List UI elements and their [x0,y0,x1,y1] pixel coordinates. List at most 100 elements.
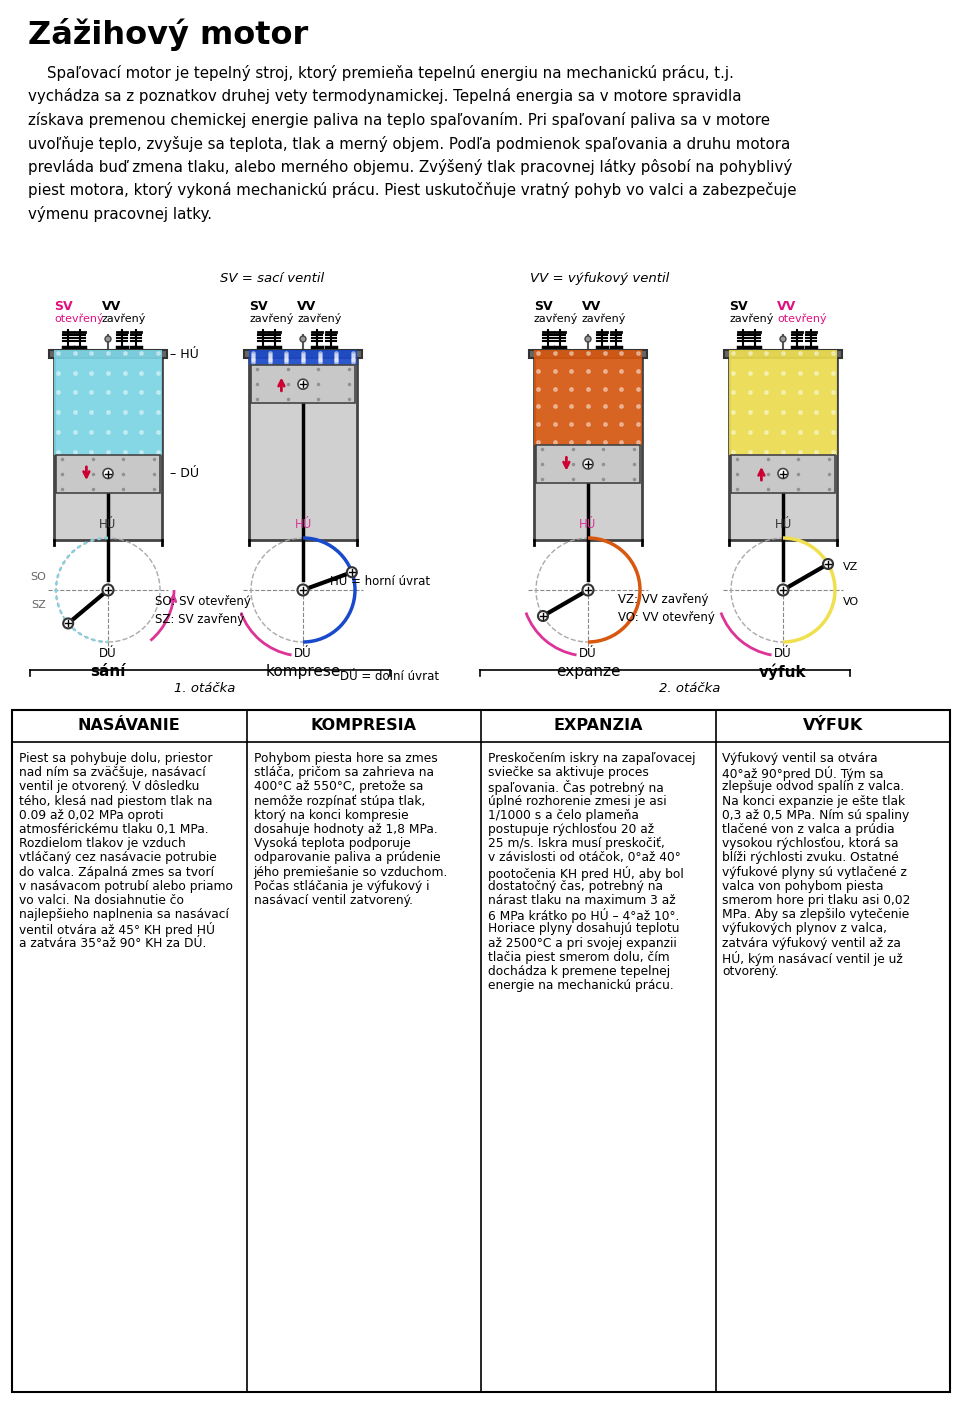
Text: SO: SV otevřený
SZ: SV zavřený: SO: SV otevřený SZ: SV zavřený [155,595,251,626]
Text: tého, klesá nad piestom tlak na: tého, klesá nad piestom tlak na [19,794,212,807]
Text: v nasávacom potrubí alebo priamo: v nasávacom potrubí alebo priamo [19,880,233,892]
Text: atmosférickému tlaku 0,1 MPa.: atmosférickému tlaku 0,1 MPa. [19,822,208,836]
Text: vysokou rýchlosťou, ktorá sa: vysokou rýchlosťou, ktorá sa [723,838,899,850]
Text: Horiace plyny dosahujú teplotu: Horiace plyny dosahujú teplotu [488,922,680,936]
Text: najlepšieho naplnenia sa nasávací: najlepšieho naplnenia sa nasávací [19,908,228,922]
Text: HÚ: HÚ [100,518,116,531]
Text: 1. otáčka: 1. otáčka [175,682,236,695]
Text: DÚ: DÚ [579,647,597,660]
Bar [251,366,355,403]
Bar [534,350,642,539]
Text: vo valci. Na dosiahnutie čo: vo valci. Na dosiahnutie čo [19,894,184,906]
Circle shape [778,468,788,479]
Text: expanze: expanze [556,664,620,679]
Text: tlačia piest smerom dolu, čím: tlačia piest smerom dolu, čím [488,951,670,964]
Bar [244,350,362,359]
Circle shape [778,584,788,595]
Text: 40°až 90°pred DÚ. Tým sa: 40°až 90°pred DÚ. Tým sa [723,766,884,782]
Bar [729,350,837,454]
Text: ventil otvára až 45° KH pred HÚ: ventil otvára až 45° KH pred HÚ [19,922,215,937]
Text: odparovanie paliva a prúdenie: odparovanie paliva a prúdenie [253,852,440,864]
Text: KOMPRESIA: KOMPRESIA [311,719,417,734]
Bar [49,350,167,359]
Bar [56,454,160,493]
Text: NASÁVANIE: NASÁVANIE [78,719,180,734]
Circle shape [103,584,113,595]
Text: nárast tlaku na maximum 3 až: nárast tlaku na maximum 3 až [488,894,676,906]
Bar [529,350,647,359]
Text: 6 MPa krátko po HÚ – 4°až 10°.: 6 MPa krátko po HÚ – 4°až 10°. [488,908,680,923]
Text: DÚ = dolní úvrat: DÚ = dolní úvrat [340,670,439,684]
Text: ktorý na konci kompresie: ktorý na konci kompresie [253,808,408,822]
Text: – DÚ: – DÚ [170,467,199,481]
Circle shape [298,584,308,595]
Circle shape [298,380,308,389]
Text: – HÚ: – HÚ [170,347,199,360]
Text: MPa. Aby sa zlepšilo vytečenie: MPa. Aby sa zlepšilo vytečenie [723,908,910,922]
Text: výfuk: výfuk [759,664,806,681]
Bar [729,350,837,539]
Text: sání: sání [90,664,126,679]
Text: 25 m/s. Iskra musí preskočiť,: 25 m/s. Iskra musí preskočiť, [488,838,665,850]
Text: Zážihový motor: Zážihový motor [28,18,308,50]
Text: SV: SV [249,300,268,312]
Text: Pohybom piesta hore sa zmes: Pohybom piesta hore sa zmes [253,752,437,765]
Text: Výfukový ventil sa otvára: Výfukový ventil sa otvára [723,752,878,765]
Text: až 2500°C a pri svojej expanzii: až 2500°C a pri svojej expanzii [488,937,677,950]
Bar [724,350,842,359]
Text: zavřený: zavřený [534,312,578,324]
Text: DÚ: DÚ [99,647,117,660]
Circle shape [823,559,833,569]
Text: dochádza k premene tepelnej: dochádza k premene tepelnej [488,965,670,978]
Text: EXPANZIA: EXPANZIA [554,719,643,734]
Text: SV = sací ventil: SV = sací ventil [220,272,324,284]
Text: VZ: VZ [843,562,858,572]
Text: ventil je otvorený. V dôsledku: ventil je otvorený. V dôsledku [19,780,200,793]
Bar [249,350,357,366]
Text: výfukových plynov z valca,: výfukových plynov z valca, [723,922,887,936]
Text: dosahuje hodnoty až 1,8 MPa.: dosahuje hodnoty až 1,8 MPa. [253,822,437,836]
Bar [731,454,835,493]
Text: otevřený: otevřený [54,312,104,324]
Bar [249,350,357,539]
Text: SV: SV [729,300,748,312]
Text: VV: VV [777,300,796,312]
Circle shape [585,336,591,342]
Text: 2. otáčka: 2. otáčka [660,682,721,695]
Text: HÚ, kým nasávací ventil je už: HÚ, kým nasávací ventil je už [723,951,903,965]
Bar [536,446,640,483]
Text: nad ním sa zväčšuje, nasávací: nad ním sa zväčšuje, nasávací [19,766,205,779]
Text: Spaľovací motor je tepelný stroj, ktorý premieňa tepelnú energiu na mechanickú p: Spaľovací motor je tepelný stroj, ktorý … [28,64,733,81]
Text: zavřený: zavřený [729,312,774,324]
Circle shape [300,336,306,342]
Bar [54,350,162,539]
Text: otevřený: otevřený [777,312,827,324]
Text: výmenu pracovnej latky.: výmenu pracovnej latky. [28,206,212,221]
Text: výfukové plyny sú vytlačené z: výfukové plyny sú vytlačené z [723,866,907,878]
Text: jého premiešanie so vzduchom.: jého premiešanie so vzduchom. [253,866,448,878]
Text: Rozdielom tlakov je vzduch: Rozdielom tlakov je vzduch [19,838,185,850]
Text: HÚ: HÚ [775,518,792,531]
Text: prevláda buď zmena tlaku, alebo merného objemu. Zvýšený tlak pracovnej látky pôs: prevláda buď zmena tlaku, alebo merného … [28,158,792,175]
Text: valca von pohybom piesta: valca von pohybom piesta [723,880,884,892]
Text: otvorený.: otvorený. [723,965,780,978]
Text: zatvára výfukový ventil až za: zatvára výfukový ventil až za [723,937,901,950]
Text: 400°C až 550°C, pretože sa: 400°C až 550°C, pretože sa [253,780,422,793]
Text: tlačené von z valca a prúdia: tlačené von z valca a prúdia [723,822,895,836]
Text: spaľovania. Čas potrebný na: spaľovania. Čas potrebný na [488,780,663,796]
Circle shape [63,618,73,629]
Text: a zatvára 35°až 90° KH za DÚ.: a zatvára 35°až 90° KH za DÚ. [19,937,206,950]
Text: VÝFUK: VÝFUK [803,719,863,734]
Text: blíži rýchlosti zvuku. Ostatné: blíži rýchlosti zvuku. Ostatné [723,852,900,864]
Text: VV: VV [582,300,601,312]
Text: postupuje rýchlosťou 20 až: postupuje rýchlosťou 20 až [488,822,654,836]
Circle shape [347,567,357,577]
Text: nemôže rozpínať stúpa tlak,: nemôže rozpínať stúpa tlak, [253,794,425,808]
Text: v závislosti od otáčok, 0°až 40°: v závislosti od otáčok, 0°až 40° [488,852,681,864]
Bar [534,350,642,446]
Text: SV: SV [534,300,553,312]
Text: zavřený: zavřený [249,312,294,324]
Bar [54,350,162,454]
Text: DÚ: DÚ [294,647,312,660]
Circle shape [583,584,593,595]
